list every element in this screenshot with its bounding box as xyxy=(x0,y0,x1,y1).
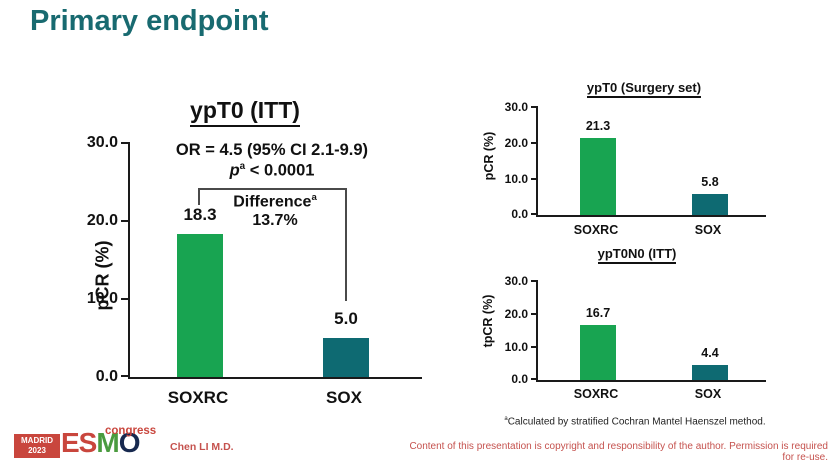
esmo-logo: ESMO xyxy=(61,427,140,458)
bar-soxrc xyxy=(177,234,223,377)
y-tick-mark xyxy=(121,298,130,300)
y-axis-label: pCR (%) xyxy=(92,240,113,311)
y-tick-label: 0.0 xyxy=(511,207,528,221)
y-tick-label: 30.0 xyxy=(504,100,528,114)
plot-area: 30.0 20.0 10.0 0.0 18.3 5.0 xyxy=(87,134,422,385)
plot-area: 30.0 20.0 10.0 0.0 21.3 5.8 xyxy=(505,100,766,221)
category-label-soxrc: SOXRC xyxy=(167,388,229,407)
y-tick-mark xyxy=(121,375,130,377)
bar-soxrc xyxy=(580,324,616,380)
category-label-sox: SOX xyxy=(326,388,362,407)
odds-ratio-annotation: OR = 4.5 (95% CI 2.1-9.9) xyxy=(175,141,369,159)
y-tick-label: 30.0 xyxy=(86,134,118,151)
category-label-sox: SOX xyxy=(694,387,722,401)
comparison-bracket-left xyxy=(198,188,200,205)
y-tick-label: 20.0 xyxy=(86,212,118,229)
bar-soxrc xyxy=(580,138,616,215)
chart-title: ypT0 (ITT) xyxy=(190,97,300,127)
category-label-soxrc: SOXRC xyxy=(573,223,619,237)
bar-group-sox: 5.0 xyxy=(323,143,369,377)
bar-group-soxrc: 18.3 xyxy=(177,143,223,377)
y-tick-label: 30.0 xyxy=(504,274,528,288)
p-value-text: < 0.0001 xyxy=(245,161,315,180)
bar-group-soxrc: 16.7 xyxy=(580,281,616,380)
y-tick-mark xyxy=(531,213,538,215)
y-tick-mark xyxy=(531,378,538,380)
y-tick-mark xyxy=(121,142,130,144)
logo-year: 2023 xyxy=(28,446,46,455)
y-tick-label: 20.0 xyxy=(504,307,528,321)
bar-value-label: 18.3 xyxy=(183,205,217,225)
p-superscript: a xyxy=(239,161,246,172)
bar-value-label: 5.0 xyxy=(334,309,358,329)
category-label-soxrc: SOXRC xyxy=(573,387,619,401)
chart-title-wrap: ypT0N0 (ITT) xyxy=(537,246,737,264)
category-label-sox: SOX xyxy=(694,223,722,237)
y-tick-label: 10.0 xyxy=(504,340,528,354)
bar-group-sox: 5.8 xyxy=(692,107,728,215)
y-tick-mark xyxy=(121,220,130,222)
esmo-madrid-badge: MADRID 2023 xyxy=(14,434,60,458)
plot-area: 30.0 20.0 10.0 0.0 16.7 4.4 xyxy=(505,274,766,386)
footnote: aCalculated by stratified Cochran Mantel… xyxy=(480,416,790,427)
y-tick-label: 10.0 xyxy=(504,172,528,186)
bar-group-sox: 4.4 xyxy=(692,281,728,380)
y-tick-mark xyxy=(531,346,538,348)
y-tick-label: 10.0 xyxy=(86,290,118,307)
chart-title-wrap: ypT0 (Surgery set) xyxy=(544,80,744,98)
comparison-bracket-right xyxy=(345,188,347,301)
bar-value-label: 21.3 xyxy=(585,119,611,134)
bar-value-label: 5.8 xyxy=(701,175,719,190)
footnote-superscript: a xyxy=(504,416,508,422)
chart-title: ypT0N0 (ITT) xyxy=(597,246,677,264)
y-tick-label: 0.0 xyxy=(95,368,118,385)
y-tick-mark xyxy=(531,178,538,180)
chart-title: ypT0 (Surgery set) xyxy=(586,80,702,98)
difference-superscript: a xyxy=(311,192,317,203)
footnote-text: Calculated by stratified Cochran Mantel … xyxy=(507,416,766,428)
presenter-name: Chen LI M.D. xyxy=(170,441,234,453)
logo-city: MADRID xyxy=(21,436,53,445)
p-variable: p xyxy=(229,161,240,180)
congress-label: congress xyxy=(105,425,157,437)
bar-sox xyxy=(692,365,728,380)
chart-ypt0-itt: ypT0 (ITT) OR = 4.5 (95% CI 2.1-9.9) pa … xyxy=(80,95,440,415)
bar-value-label: 16.7 xyxy=(585,305,611,320)
chart-ypt0-surgery-set: ypT0 (Surgery set) pCR (%) 30.0 20.0 10.… xyxy=(480,80,790,250)
comparison-bracket-top xyxy=(198,188,347,190)
y-tick-mark xyxy=(531,280,538,282)
y-tick-mark xyxy=(531,313,538,315)
y-tick-mark xyxy=(531,106,538,108)
y-tick-label: 20.0 xyxy=(504,136,528,150)
bar-sox xyxy=(692,194,728,215)
page-title: Primary endpoint xyxy=(30,5,269,37)
bar-value-label: 4.4 xyxy=(701,346,719,361)
chart-title-wrap: ypT0 (ITT) xyxy=(180,97,310,127)
bar-sox xyxy=(323,338,369,377)
y-tick-label: 0.0 xyxy=(511,372,528,386)
bar-group-soxrc: 21.3 xyxy=(580,107,616,215)
difference-label: Differencea xyxy=(233,192,317,211)
chart-ypt0n0-itt: ypT0N0 (ITT) tpCR (%) 30.0 20.0 10.0 0.0… xyxy=(480,245,790,415)
copyright-notice: Content of this presentation is copyrigh… xyxy=(409,441,828,463)
p-value-annotation: pa < 0.0001 xyxy=(142,161,402,181)
y-tick-mark xyxy=(531,142,538,144)
difference-value: 13.7% xyxy=(252,212,298,229)
